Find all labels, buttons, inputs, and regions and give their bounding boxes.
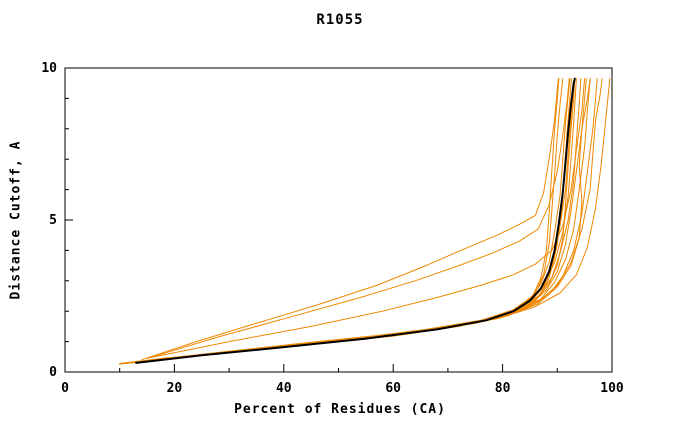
x-tick-label: 0 — [61, 381, 69, 396]
black-reference-model — [135, 77, 576, 364]
plot-border — [64, 67, 613, 373]
page-title: R1055 — [316, 12, 364, 28]
orange-model-14 — [130, 78, 576, 364]
orange-model-12-diagonal — [152, 78, 570, 358]
orange-model-13-diagonal — [146, 78, 586, 359]
x-axis-label: Percent of Residues (CA) — [234, 402, 446, 417]
y-tick-label: 5 — [49, 213, 57, 228]
x-tick-label: 80 — [495, 381, 511, 396]
x-tick-label: 100 — [600, 381, 624, 396]
orange-model-16 — [141, 78, 603, 363]
orange-model-7 — [152, 78, 598, 361]
orange-model-17 — [119, 78, 572, 365]
orange-model-9 — [135, 78, 591, 364]
x-tick-label: 40 — [276, 381, 292, 396]
orange-model-5 — [141, 78, 587, 362]
orange-model-11-diagonal — [141, 78, 559, 361]
orange-model-1 — [119, 78, 564, 364]
orange-model-3 — [130, 78, 577, 364]
orange-model-15 — [124, 78, 576, 364]
orange-model-6 — [146, 78, 591, 362]
orange-model-4 — [135, 78, 582, 363]
y-tick-label: 10 — [41, 61, 57, 76]
orange-model-8 — [157, 78, 611, 360]
orange-model-2 — [124, 78, 571, 364]
x-tick-label: 20 — [167, 381, 183, 396]
y-tick-label: 0 — [49, 365, 57, 380]
y-axis-label: Distance Cutoff, A — [8, 140, 24, 300]
x-tick-label: 60 — [385, 381, 401, 396]
orange-model-10 — [119, 78, 560, 365]
